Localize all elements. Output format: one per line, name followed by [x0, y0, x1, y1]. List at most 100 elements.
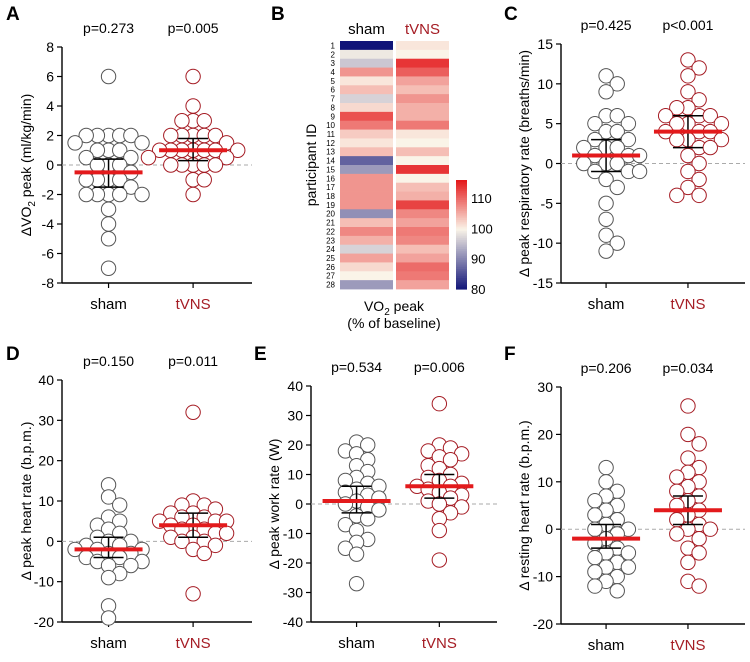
row-label: 10 [326, 121, 335, 130]
data-point [207, 157, 224, 173]
colorbar-segment [456, 274, 467, 277]
heatmap-cell [396, 111, 449, 122]
y-tick-label: -4 [42, 216, 55, 232]
row-label: 22 [326, 227, 335, 236]
data-point [680, 147, 696, 164]
colorbar-segment [456, 209, 467, 212]
row-label: 15 [326, 165, 335, 174]
data-point [360, 511, 376, 527]
data-point [112, 186, 128, 203]
row-label: 3 [331, 59, 336, 68]
colorbar-segment [456, 212, 467, 216]
panel-D: D -20 -10 0 10 20 30 40 Δ peak heart rate (b.p.m… [6, 344, 252, 652]
data-point [100, 489, 117, 505]
y-tick-label: 4 [46, 98, 54, 114]
data-point [598, 227, 614, 243]
data-point [196, 172, 212, 188]
heatmap-cell [340, 191, 393, 201]
heatmap-cell [396, 165, 449, 175]
data-point [348, 575, 365, 592]
data-point [691, 155, 707, 172]
y-tick-label: 30 [537, 379, 553, 395]
colorbar-segment [456, 180, 467, 183]
heatmap-cell [340, 67, 393, 77]
panel-C: C -15 -10 -5 0 5 10 15 Δ peak respiratory rate (… [504, 4, 745, 313]
row-label: 18 [326, 192, 335, 201]
heatmap-cell [396, 235, 449, 246]
data-point [598, 459, 614, 476]
heatmap-cell [396, 200, 449, 210]
y-tick-label: -40 [283, 614, 303, 630]
data-point [669, 187, 685, 204]
data-point [185, 98, 201, 114]
label-part: peak (ml/kg/min) [18, 94, 34, 201]
heatmap-cell [340, 41, 393, 51]
data-point [89, 157, 106, 173]
heatmap-cell [340, 103, 393, 113]
heatmap-cell [396, 76, 449, 86]
data-point [680, 52, 696, 68]
colorbar-segment [456, 234, 467, 237]
y-tick-label: 40 [38, 372, 54, 388]
row-label: 4 [331, 68, 336, 77]
category-label: sham [588, 637, 625, 654]
colorbar-segment [456, 181, 467, 185]
colorbar-segment [456, 187, 467, 190]
heatmap-cell [396, 41, 449, 51]
row-label: 26 [326, 263, 335, 272]
y-tick-label: 8 [46, 39, 54, 55]
data-point [691, 60, 707, 76]
colorbar-segment [456, 281, 467, 285]
heatmap-cell [340, 156, 393, 166]
data-point [100, 201, 117, 217]
data-point [134, 186, 150, 203]
colorbar-segment [456, 201, 467, 205]
y-tick-label: 10 [537, 474, 553, 490]
data-point [669, 526, 685, 542]
panel-E: E -40 -30 -20 -10 0 10 20 30 40 Δ peak work rate (… [254, 344, 497, 652]
panel-letter: F [504, 344, 516, 365]
heatmap-cell [396, 49, 449, 60]
colorbar-segment [456, 258, 467, 261]
data-point [702, 108, 718, 124]
data-point [631, 163, 648, 180]
data-point [163, 127, 179, 144]
row-label: 21 [326, 219, 335, 228]
subscript: 2 [384, 307, 390, 318]
data-point [691, 92, 707, 108]
p-value-label: p=0.005 [168, 20, 219, 36]
row-label: 17 [326, 183, 335, 192]
data-point [196, 113, 212, 129]
data-point [598, 243, 614, 259]
colorbar-segment [456, 185, 467, 188]
category-label: sham [338, 635, 375, 652]
heatmap-cell [340, 165, 393, 175]
colorbar-segment [456, 198, 467, 201]
data-point [587, 115, 603, 132]
data-point [691, 436, 707, 452]
row-label: 28 [326, 281, 335, 290]
category-label: tVNS [670, 637, 705, 654]
colorbar-segment [456, 254, 467, 257]
row-label: 2 [331, 50, 336, 59]
y-tick-label: -20 [533, 616, 553, 632]
data-point [587, 578, 603, 594]
data-point [669, 131, 685, 148]
y-axis-label: Δ peak respiratory rate (breaths/min) [516, 50, 532, 277]
y-tick-label: 0 [545, 156, 553, 172]
heatmap-cell [340, 182, 393, 192]
row-label: 24 [326, 245, 335, 254]
colorbar-segment [456, 279, 467, 283]
heatmap-cell [340, 138, 393, 148]
data-point [431, 396, 448, 412]
data-point [702, 139, 718, 156]
subscript: 2 [27, 201, 38, 207]
p-value-label: p=0.034 [662, 360, 713, 376]
data-point [134, 135, 150, 151]
data-point [609, 123, 625, 140]
heatmap-cell [340, 218, 393, 228]
data-point [609, 179, 625, 196]
p-value-label: p=0.534 [331, 359, 382, 375]
y-tick-label: 0 [295, 496, 303, 512]
